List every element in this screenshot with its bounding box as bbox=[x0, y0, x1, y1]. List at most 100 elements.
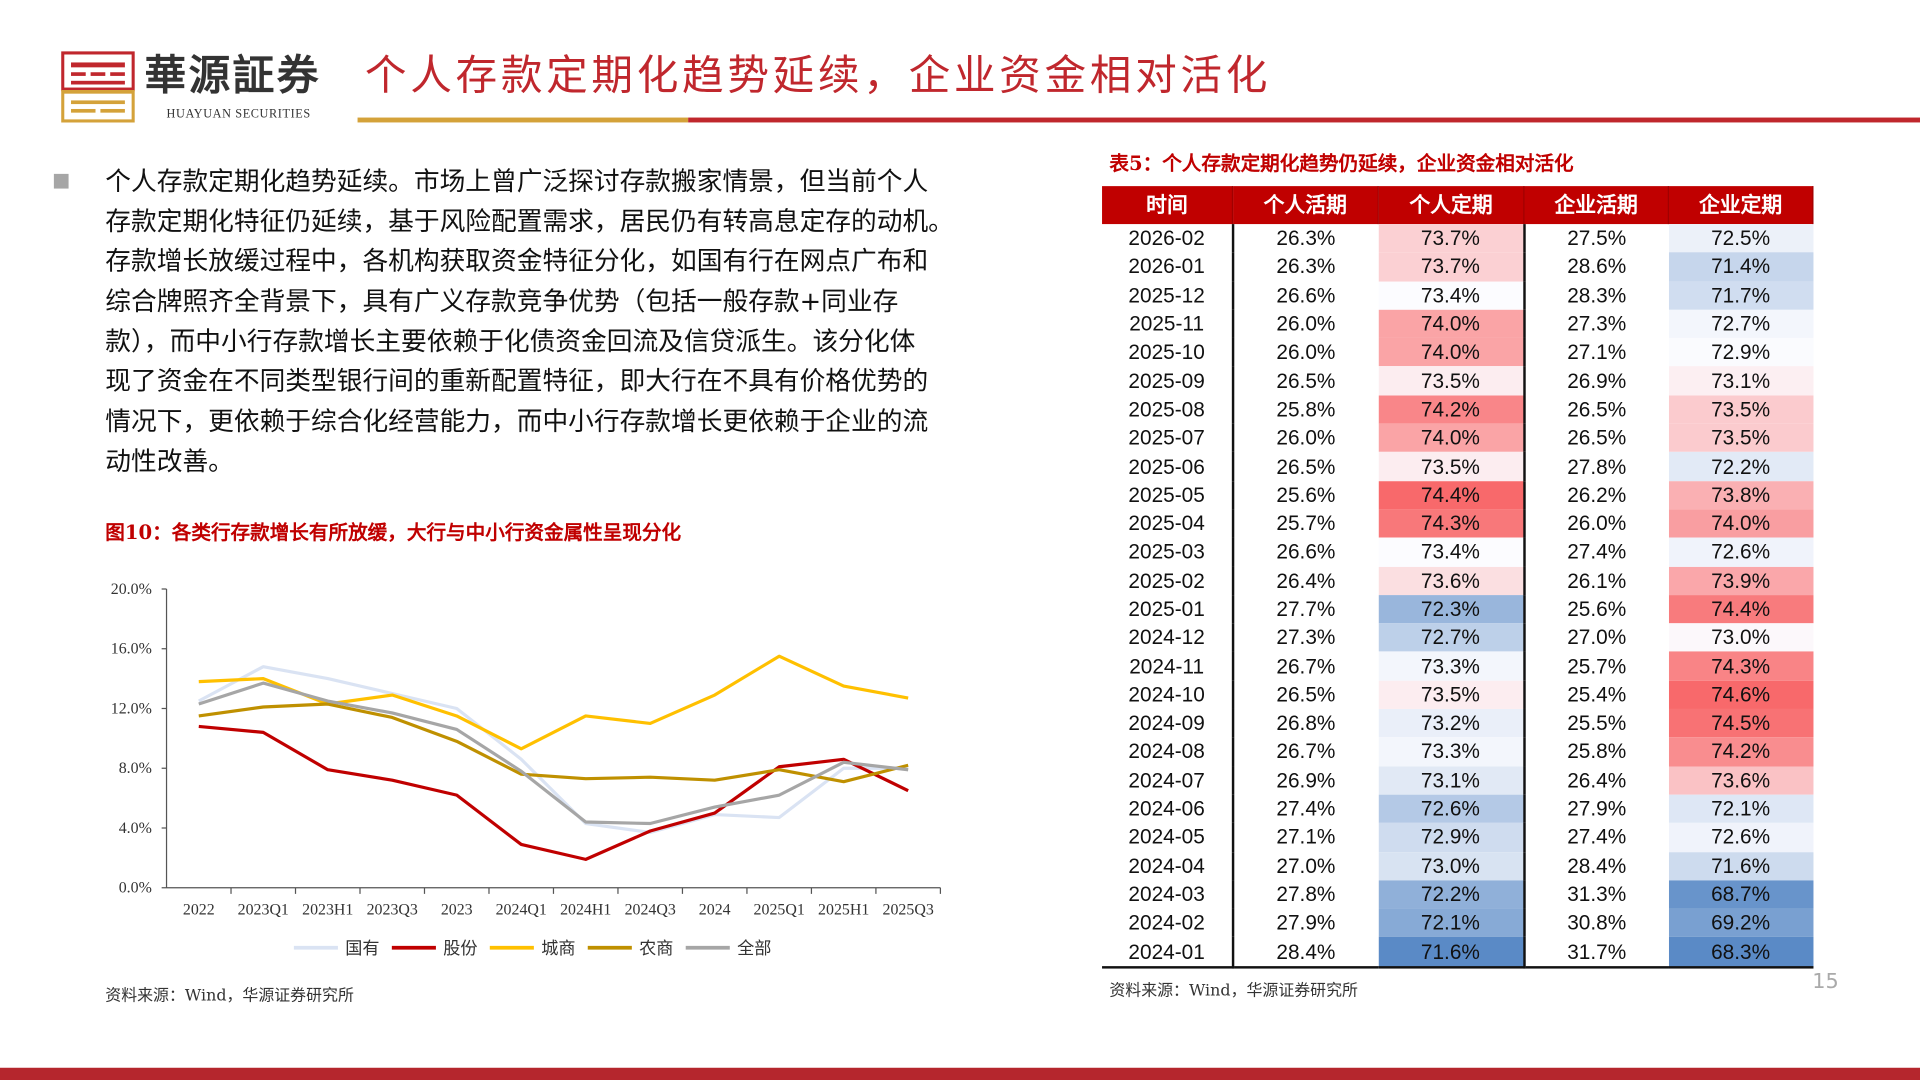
table-cell: 27.9% bbox=[1567, 797, 1627, 821]
table-cell: 2024-06 bbox=[1102, 794, 1234, 824]
table-cell: 2024-02 bbox=[1102, 908, 1234, 938]
table-cell: 74.0% bbox=[1378, 338, 1526, 367]
body-line: 情况下，更依赖于综合化经营能力，而中小行存款增长更依赖于企业的流 bbox=[105, 406, 929, 437]
table-cell: 2026-01 bbox=[1102, 252, 1234, 282]
table-cell: 26.4% bbox=[1276, 569, 1336, 593]
table-cell: 74.4% bbox=[1668, 594, 1813, 624]
y-tick-label: 0.0% bbox=[119, 880, 152, 897]
table-cell: 2025-10 bbox=[1102, 338, 1234, 367]
y-tick-label: 16.0% bbox=[111, 641, 152, 658]
table-cell: 26.0% bbox=[1276, 312, 1336, 336]
table-cell: 26.5% bbox=[1567, 426, 1627, 450]
table-cell: 72.2% bbox=[1668, 452, 1813, 481]
table-cell: 26.5% bbox=[1276, 683, 1336, 707]
y-tick-label: 8.0% bbox=[119, 760, 152, 777]
table-cell: 26.5% bbox=[1276, 454, 1336, 479]
table-cell: 25.4% bbox=[1567, 683, 1627, 707]
table-cell: 2024-10 bbox=[1102, 680, 1234, 710]
table-cell: 2025-01 bbox=[1102, 594, 1234, 624]
table-cell: 74.4% bbox=[1378, 480, 1526, 510]
table-cell: 72.9% bbox=[1378, 823, 1526, 852]
table-cell: 27.0% bbox=[1567, 626, 1627, 650]
table-cell: 2024-08 bbox=[1102, 737, 1234, 767]
table-cell: 25.6% bbox=[1567, 597, 1627, 621]
table-row: 2024-11 26.7% 73.3% 25.7% 74.3% bbox=[1102, 651, 1813, 681]
table-cell: 73.6% bbox=[1668, 766, 1813, 795]
table-cell: 73.7% bbox=[1378, 224, 1526, 253]
table-cell: 72.1% bbox=[1668, 794, 1813, 824]
legend-label: 城商 bbox=[541, 939, 575, 959]
table-row: 2024-08 26.7% 73.3% 25.8% 74.2% bbox=[1102, 737, 1813, 767]
table-cell: 73.0% bbox=[1668, 623, 1813, 652]
table-row: 2026-01 26.3% 73.7% 28.6% 71.4% bbox=[1102, 252, 1813, 282]
x-tick-label: 2024Q1 bbox=[496, 902, 547, 919]
table-cell: 2025-02 bbox=[1102, 566, 1234, 595]
page-number: 15 bbox=[1812, 969, 1839, 995]
x-tick-label: 2024Q3 bbox=[625, 902, 676, 919]
table-cell: 74.3% bbox=[1378, 509, 1526, 538]
table-cell: 26.1% bbox=[1567, 569, 1627, 593]
table-cell: 27.7% bbox=[1276, 597, 1336, 621]
table-cell: 73.2% bbox=[1378, 709, 1526, 738]
table-cell: 72.1% bbox=[1378, 908, 1526, 938]
table-row: 2024-12 27.3% 72.7% 27.0% 73.0% bbox=[1102, 623, 1813, 652]
table-cell: 72.2% bbox=[1378, 880, 1526, 909]
x-tick-label: 2023 bbox=[441, 902, 473, 919]
table-cell: 26.7% bbox=[1276, 654, 1336, 678]
series-line-0 bbox=[198, 665, 909, 835]
figure-title: 图10：各类行存款增长有所放缓，大行与中小行资金属性呈现分化 bbox=[105, 520, 682, 544]
column-header: 企业定期 bbox=[1668, 186, 1814, 225]
title-rule-red bbox=[688, 117, 1920, 123]
table-cell: 71.7% bbox=[1668, 281, 1813, 310]
x-tick-label: 2023Q3 bbox=[367, 902, 418, 919]
x-tick-label: 2024 bbox=[699, 902, 731, 919]
table-cell: 68.3% bbox=[1668, 937, 1813, 969]
table-cell: 74.2% bbox=[1668, 737, 1813, 767]
body-line: 存款定期化特征仍延续，基于风险配置需求，居民仍有转高息定存的动机。 bbox=[105, 206, 954, 236]
table-cell: 26.0% bbox=[1567, 511, 1627, 536]
table-cell: 26.5% bbox=[1276, 369, 1336, 393]
table-cell: 31.7% bbox=[1523, 937, 1669, 969]
x-tick-label: 2025Q1 bbox=[754, 902, 805, 919]
deposit-structure-table: 时间 个人活期 个人定期 企业活期 企业定期 2026-02 26.3% 73.7% 27.5… bbox=[1102, 186, 1814, 969]
table-cell: 2024-04 bbox=[1102, 851, 1234, 881]
table-cell: 25.7% bbox=[1276, 511, 1336, 536]
table-cell: 2025-12 bbox=[1102, 281, 1234, 310]
table-cell: 2025-08 bbox=[1102, 395, 1234, 424]
table-row: 2024-04 27.0% 73.0% 28.4% 71.6% bbox=[1102, 851, 1813, 881]
table-cell: 73.4% bbox=[1378, 537, 1526, 567]
table-row: 2025-12 26.6% 73.4% 28.3% 71.7% bbox=[1102, 281, 1813, 310]
table-cell: 72.6% bbox=[1378, 794, 1526, 824]
body-line: 综合牌照齐全背景下，具有广义存款竞争优势（包括一般存款+同业存 bbox=[105, 286, 899, 316]
body-paragraph: 个人存款定期化趋势延续。市场上曾广泛探讨存款搬家情景，但当前个人 存款定期化特征… bbox=[105, 162, 1036, 482]
line-chart: 0.0% 4.0% 8.0% 12.0% 16.0% 20.0% 2022 2023Q1 202… bbox=[111, 581, 942, 959]
x-tick-label: 2025Q3 bbox=[883, 902, 934, 919]
huayuan-logo-icon bbox=[61, 51, 135, 123]
table-header-row: 时间 个人活期 个人定期 企业活期 企业定期 bbox=[1102, 186, 1814, 225]
table-cell: 2024-11 bbox=[1102, 651, 1234, 681]
table-cell: 2026-02 bbox=[1102, 224, 1234, 253]
table-cell: 73.0% bbox=[1378, 851, 1526, 881]
series-line-2 bbox=[198, 654, 909, 751]
table-cell: 73.4% bbox=[1378, 281, 1526, 310]
x-tick-label: 2023Q1 bbox=[238, 902, 289, 919]
x-tick-label: 2022 bbox=[183, 902, 215, 919]
brand-name-en: HUAYUAN SECURITIES bbox=[166, 107, 311, 122]
table-cell: 73.9% bbox=[1668, 566, 1813, 595]
table-cell: 71.4% bbox=[1668, 252, 1813, 282]
table-cell: 27.1% bbox=[1276, 825, 1336, 850]
column-header: 个人定期 bbox=[1378, 186, 1525, 225]
table-row: 2024-03 27.8% 72.2% 31.3% 68.7% bbox=[1102, 880, 1813, 909]
table-cell: 28.4% bbox=[1232, 937, 1379, 969]
table-cell: 74.0% bbox=[1378, 423, 1526, 453]
table-cell: 73.8% bbox=[1668, 480, 1813, 510]
table-cell: 72.7% bbox=[1668, 309, 1813, 339]
table-cell: 2024-07 bbox=[1102, 766, 1234, 795]
table-cell: 25.7% bbox=[1567, 654, 1627, 678]
table-cell: 26.2% bbox=[1567, 483, 1627, 507]
table-cell: 2024-03 bbox=[1102, 880, 1234, 909]
legend-label: 全部 bbox=[737, 939, 771, 959]
table-cell: 72.9% bbox=[1668, 338, 1813, 367]
table-title: 表5：个人存款定期化趋势仍延续，企业资金相对活化 bbox=[1109, 151, 1574, 176]
